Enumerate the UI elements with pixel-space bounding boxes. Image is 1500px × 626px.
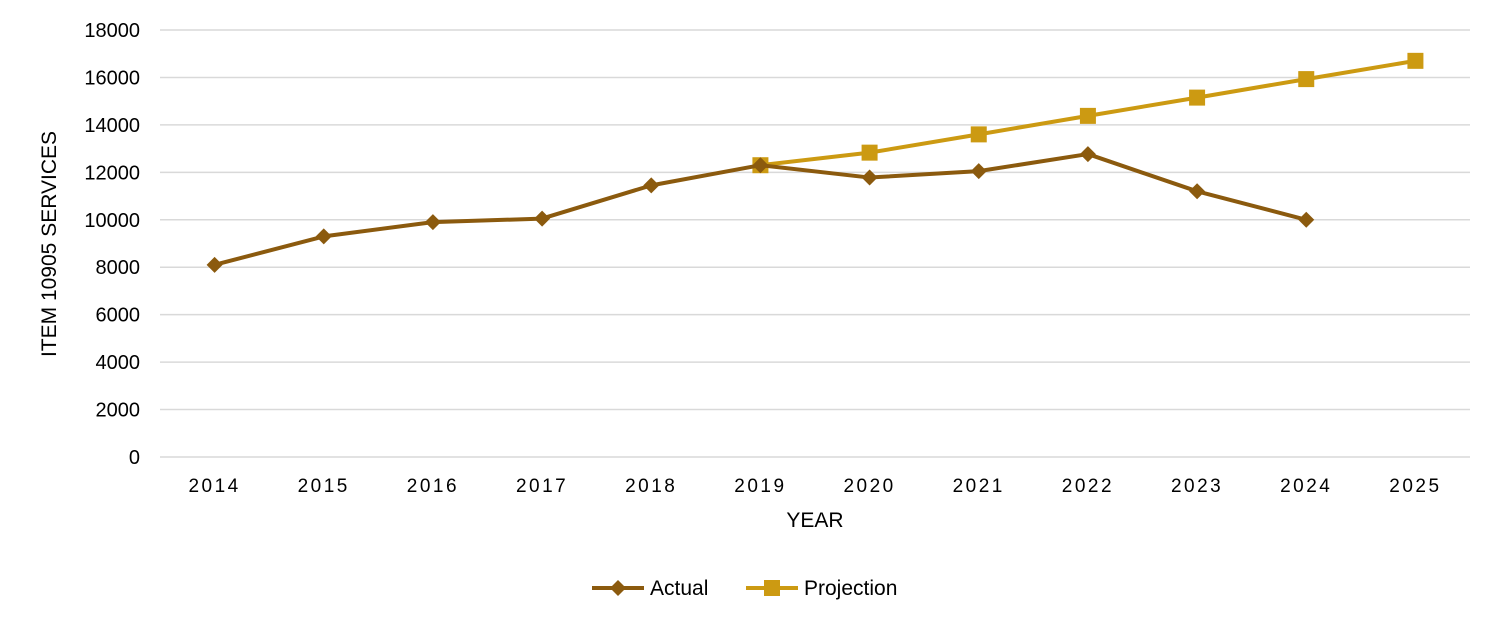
data-point [315,228,332,245]
y-tick-label: 16000 [84,67,140,89]
legend: Actual Projection [592,577,897,600]
data-point [1298,211,1315,228]
series-group [206,52,1424,273]
y-tick-label: 14000 [84,115,140,137]
series-actual [206,146,1315,273]
data-point [1407,52,1424,69]
x-tick-label: 2023 [1171,476,1223,497]
y-tick-label: 4000 [96,352,141,374]
data-point [1079,146,1096,163]
x-tick-label: 2014 [188,476,240,497]
legend-marker [610,580,626,596]
legend-label: Projection [804,577,897,600]
x-tick-label: 2021 [953,476,1005,497]
data-point [861,169,878,186]
data-point [534,210,551,227]
data-point [970,126,987,143]
legend-item: Actual [592,577,708,600]
y-tick-label: 18000 [84,20,140,42]
legend-marker [764,580,780,596]
x-tick-label: 2017 [516,476,568,497]
x-tick-label: 2022 [1062,476,1114,497]
data-point [1298,71,1315,88]
y-tick-label: 6000 [96,305,141,327]
gridlines [160,29,1470,458]
y-tick-label: 0 [129,447,140,469]
data-point [1189,183,1206,200]
x-tick-labels: 2014 2015 2016 2017 2018 2019 2020 2021 2022 2023… [188,476,1441,497]
legend-label: Actual [650,577,708,600]
y-axis-title: ITEM 10905 SERVICES [38,131,61,357]
x-tick-label: 2020 [843,476,895,497]
data-point [1079,107,1096,124]
data-point [206,256,223,273]
y-tick-label: 10000 [84,210,140,232]
x-tick-label: 2018 [625,476,677,497]
legend-item: Projection [746,577,897,600]
x-tick-label: 2025 [1389,476,1441,497]
y-tick-label: 12000 [84,162,140,184]
y-tick-labels: 0 2000 4000 6000 8000 10000 12000 14000 16000 180… [84,20,140,469]
data-point [1189,89,1206,106]
data-point [861,144,878,161]
y-tick-label: 2000 [96,400,141,422]
data-point [970,163,987,180]
data-point [752,157,769,174]
data-point [424,214,441,231]
x-tick-label: 2019 [734,476,786,497]
data-point [643,177,660,194]
y-tick-label: 8000 [96,257,141,279]
x-tick-label: 2024 [1280,476,1332,497]
x-tick-label: 2015 [298,476,350,497]
x-tick-label: 2016 [407,476,459,497]
x-axis-title: YEAR [786,509,843,532]
